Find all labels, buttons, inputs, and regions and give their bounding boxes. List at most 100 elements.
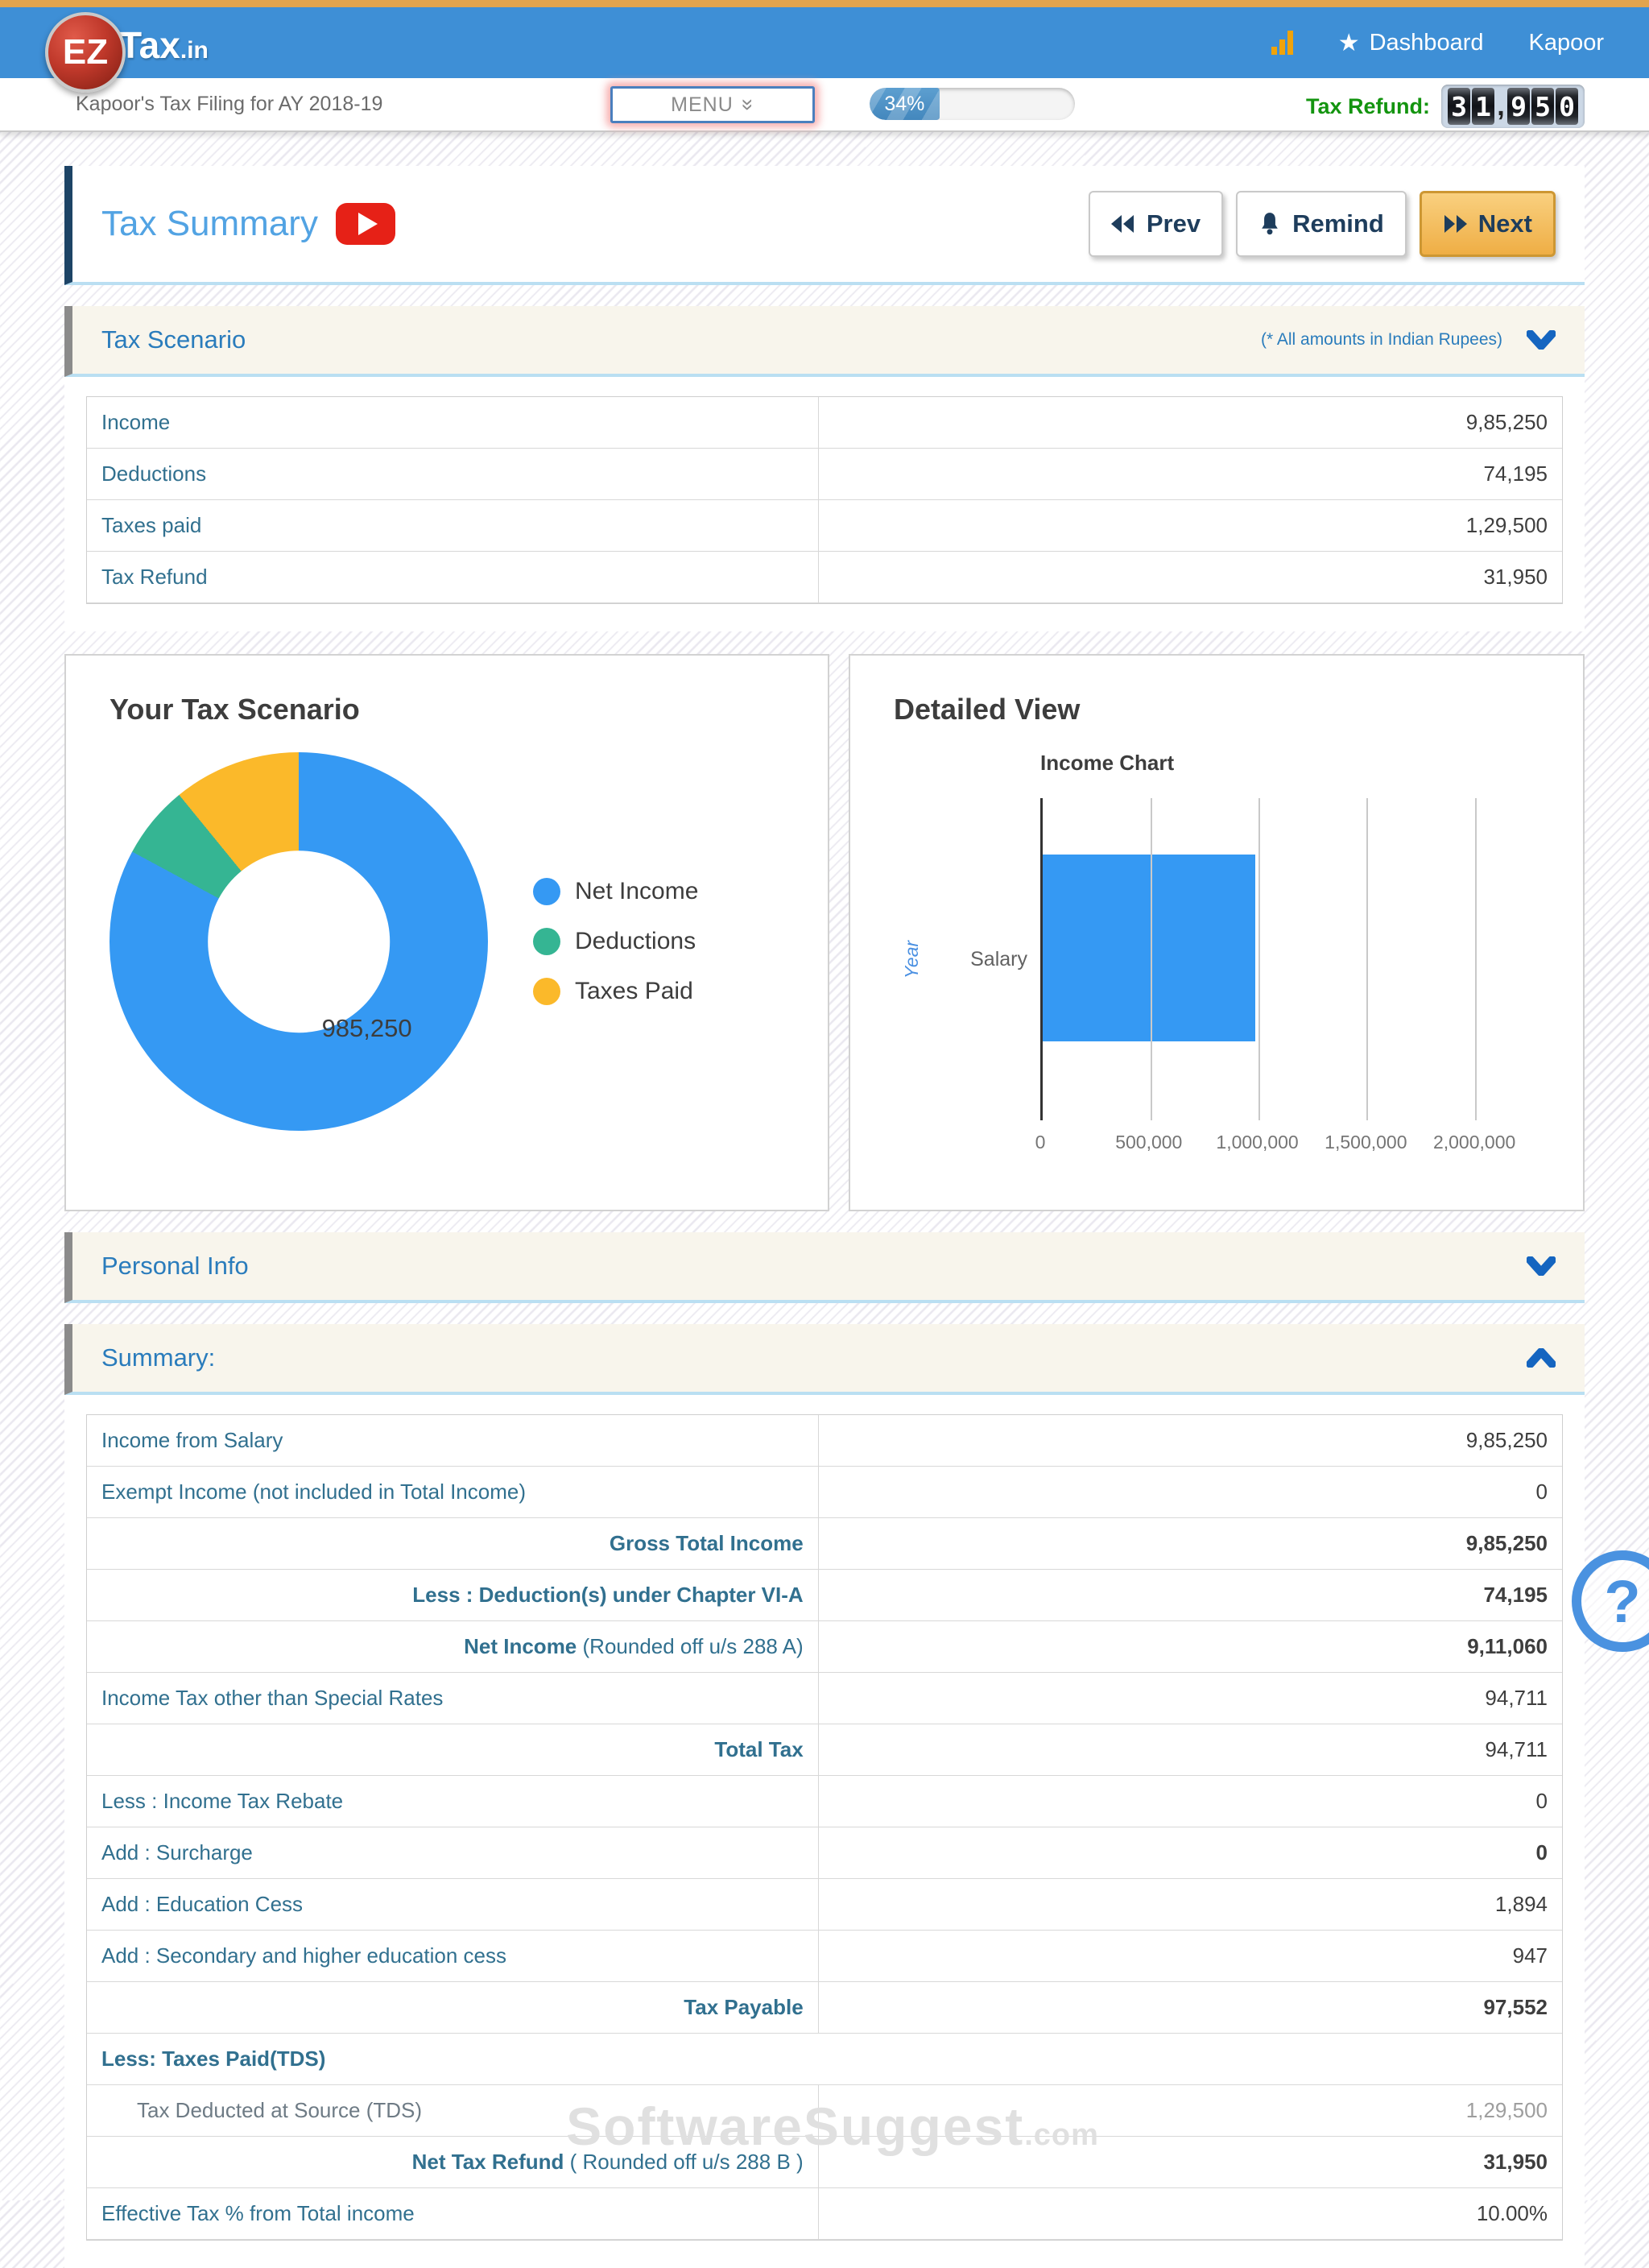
double-arrow-left-icon — [1110, 215, 1134, 233]
page-title-card: Tax Summary Prev Remind Next — [64, 166, 1585, 285]
row-value: 1,29,500 — [1465, 2098, 1548, 2122]
row-value: 97,552 — [1483, 1995, 1548, 2019]
bar-chart-body: Salary — [931, 798, 1539, 1120]
tax-refund-label: Tax Refund: — [1306, 93, 1430, 118]
table-row: Less : Deduction(s) under Chapter VI-A 74… — [87, 1570, 1562, 1621]
x-tick-label: 0 — [1035, 1132, 1046, 1153]
row-label: Total Tax — [87, 1724, 819, 1775]
odometer-digit: 1 — [1472, 88, 1494, 125]
main-content: Tax Summary Prev Remind Next Tax Scenari… — [64, 166, 1585, 2268]
row-label: Income — [87, 397, 819, 448]
nav-dashboard[interactable]: ★ Dashboard — [1338, 29, 1484, 57]
row-label: Less : Income Tax Rebate — [87, 1776, 819, 1827]
section-title-tax-scenario: Tax Scenario — [101, 325, 246, 354]
gridline — [1366, 798, 1369, 1120]
row-label: Add : Education Cess — [87, 1879, 819, 1930]
next-button[interactable]: Next — [1419, 191, 1556, 257]
bar-chart-y-axis-label: Year — [901, 940, 923, 979]
table-row: Tax Payable 97,552 — [87, 1982, 1562, 2034]
odometer-digit: 9 — [1507, 88, 1530, 125]
table-row: Taxes paid 1,29,500 — [87, 500, 1562, 552]
section-title-personal-info: Personal Info — [101, 1252, 249, 1280]
nav-user-label: Kapoor — [1528, 29, 1604, 56]
row-value: 74,195 — [1483, 461, 1548, 486]
legend-item[interactable]: Net Income — [533, 878, 698, 905]
row-label: Tax Payable — [87, 1982, 819, 2033]
x-tick-label: 500,000 — [1115, 1132, 1183, 1153]
youtube-play-icon[interactable] — [335, 203, 395, 245]
bar-chart: Year Income Chart Salary 0 500,000 1,000,0… — [894, 751, 1539, 1169]
legend-label: Taxes Paid — [575, 978, 693, 1004]
row-value: 9,85,250 — [1465, 1531, 1548, 1555]
row-label-suffix: ( Rounded off u/s 288 B ) — [564, 2150, 804, 2174]
legend-color-dot — [533, 878, 560, 905]
star-icon: ★ — [1337, 29, 1360, 56]
row-value: 947 — [1512, 1943, 1548, 1968]
row-value: 31,950 — [1483, 565, 1548, 589]
remind-button[interactable]: Remind — [1236, 191, 1407, 257]
table-row: Net Tax Refund ( Rounded off u/s 288 B )… — [87, 2137, 1562, 2188]
row-label: Gross Total Income — [87, 1518, 819, 1569]
summary-table: Income from Salary 9,85,250 Exempt Income … — [86, 1414, 1563, 2241]
title-actions: Prev Remind Next — [1088, 191, 1556, 257]
tax-scenario-body: Income 9,85,250 Deductions 74,195 Taxes paid… — [64, 377, 1585, 631]
table-row: Add : Surcharge 0 — [87, 1827, 1562, 1879]
nav-user[interactable]: Kapoor — [1528, 30, 1604, 56]
table-row: Tax Refund 31,950 — [87, 552, 1562, 603]
row-value: 10.00% — [1476, 2201, 1548, 2225]
row-label-suffix: (Rounded off u/s 288 A) — [577, 1634, 804, 1658]
double-arrow-right-icon — [1444, 215, 1467, 233]
donut-hole — [208, 850, 390, 1033]
row-label: Add : Secondary and higher education ces… — [87, 1931, 819, 1981]
gridline — [1151, 798, 1153, 1120]
section-title-summary: Summary: — [101, 1343, 216, 1372]
odometer-digit: 3 — [1448, 88, 1470, 125]
app-header: EZ Tax.in ★ Dashboard Kapoor — [0, 7, 1649, 93]
brand-logo-icon: EZ — [45, 12, 126, 93]
legend-label: Deductions — [575, 928, 696, 954]
legend-color-dot — [533, 928, 560, 955]
donut-chart-card: Your Tax Scenario 985,250 Net Income Dedu… — [64, 654, 829, 1211]
row-label: Tax Deducted at Source (TDS) — [87, 2085, 819, 2136]
table-row: Income 9,85,250 — [87, 397, 1562, 449]
bar-category-label: Salary — [970, 947, 1027, 971]
x-tick-label: 2,000,000 — [1432, 1132, 1516, 1153]
row-value: 9,85,250 — [1465, 1428, 1548, 1452]
table-row: Add : Education Cess 1,894 — [87, 1879, 1562, 1931]
legend-color-dot — [533, 978, 560, 1005]
x-tick-label: 1,000,000 — [1216, 1132, 1299, 1153]
table-row: Effective Tax % from Total income 10.00% — [87, 2188, 1562, 2240]
row-label: Add : Surcharge — [87, 1827, 819, 1878]
legend-item[interactable]: Taxes Paid — [533, 978, 698, 1005]
row-value: 31,950 — [1483, 2150, 1548, 2174]
bar-chart-title: Income Chart — [1040, 751, 1175, 775]
summary-body: Income from Salary 9,85,250 Exempt Income … — [64, 1395, 1585, 2268]
chevron-down-icon[interactable] — [1527, 330, 1556, 350]
next-button-label: Next — [1477, 209, 1532, 238]
legend-item[interactable]: Deductions — [533, 928, 698, 955]
donut-graphic: 985,250 — [110, 752, 488, 1131]
donut-chart-title: Your Tax Scenario — [110, 693, 360, 726]
tax-scenario-table: Income 9,85,250 Deductions 74,195 Taxes paid… — [86, 396, 1563, 604]
brand-logo[interactable]: EZ Tax.in — [45, 12, 209, 93]
nav-dashboard-label: Dashboard — [1369, 29, 1484, 56]
chevron-up-icon[interactable] — [1527, 1348, 1556, 1368]
table-row: Exempt Income (not included in Total Inc… — [87, 1467, 1562, 1518]
table-row: Gross Total Income 9,85,250 — [87, 1518, 1562, 1570]
brand-name: Tax.in — [119, 24, 209, 66]
chevron-down-icon[interactable] — [1527, 1256, 1556, 1276]
section-header-summary[interactable]: Summary: — [64, 1324, 1585, 1395]
donut-legend: Net Income Deductions Taxes Paid — [533, 878, 698, 1005]
donut-value-label: 985,250 — [321, 1014, 412, 1043]
remind-button-label: Remind — [1292, 209, 1384, 238]
row-value: 94,711 — [1485, 1686, 1548, 1710]
stats-bars-icon[interactable] — [1271, 31, 1293, 55]
table-row: Deductions 74,195 — [87, 449, 1562, 500]
row-label: Deductions — [87, 449, 819, 499]
section-header-personal-info[interactable]: Personal Info — [64, 1232, 1585, 1303]
row-label: Less : Deduction(s) under Chapter VI-A — [87, 1570, 819, 1620]
menu-button[interactable]: MENU » — [610, 86, 815, 123]
prev-button[interactable]: Prev — [1088, 191, 1224, 257]
section-header-tax-scenario[interactable]: Tax Scenario (* All amounts in Indian Ru… — [64, 306, 1585, 377]
